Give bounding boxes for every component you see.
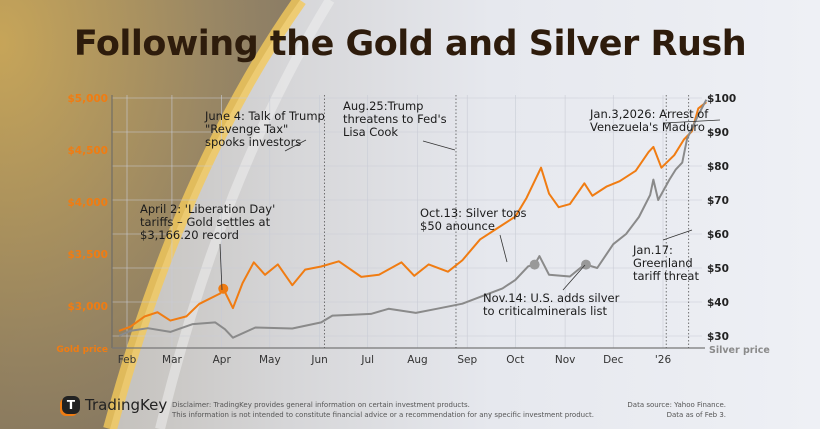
x-tick-label: Jun [310, 354, 327, 366]
left-axis-label: Gold price [56, 345, 108, 355]
disclaimer-line-2: This information is not intended to cons… [172, 411, 594, 419]
annotation-arrow [422, 140, 456, 151]
x-tick-label: Nov [555, 354, 576, 366]
tradingkey-logo: T TradingKey [62, 396, 167, 414]
x-tick-label: Feb [118, 354, 137, 366]
annotation: Jan.17: Greenland tariff threat [633, 243, 699, 283]
right-tick-label: $50 [707, 263, 729, 275]
event-marker [529, 259, 540, 270]
annotation-arrow [562, 264, 586, 291]
x-tick-label: Oct [506, 354, 524, 366]
brand-name: TradingKey [85, 396, 168, 414]
annotation: Jan.3,2026: Arrest of Venezuela's Maduro [590, 107, 709, 134]
left-tick-label: $3,500 [67, 249, 108, 261]
right-tick-label: $100 [707, 93, 736, 105]
annotation: Aug.25:Trump threatens to Fed's Lisa Coo… [343, 99, 447, 139]
annotation-arrow [499, 234, 508, 263]
annotation: Oct.13: Silver tops $50 anounce [420, 206, 527, 233]
annotation-arrow [662, 229, 693, 241]
left-tick-label: $5,000 [67, 93, 108, 105]
x-tick-label: '26 [655, 354, 672, 366]
right-tick-label: $70 [707, 195, 729, 207]
left-tick-label: $4,500 [67, 145, 108, 157]
x-tick-label: Jul [360, 354, 374, 366]
left-tick-label: $3,000 [67, 301, 108, 313]
annotation: June 4: Talk of Trump "Revenge Tax" spoo… [205, 109, 325, 149]
annotation: April 2: 'Liberation Day' tariffs – Gold… [140, 202, 276, 242]
annotation: Nov.14: U.S. adds silver to criticalmine… [483, 291, 620, 318]
annotation-arrow [284, 139, 307, 152]
annotation-arrow [663, 119, 721, 124]
logo-icon: T [62, 396, 80, 414]
data-source: Data source: Yahoo Finance. [627, 401, 726, 409]
x-tick-label: Dec [603, 354, 624, 366]
right-tick-label: $80 [707, 161, 729, 173]
right-axis-label: Silver price [709, 345, 770, 356]
right-tick-label: $40 [707, 297, 729, 309]
x-tick-label: Mar [162, 354, 182, 366]
disclaimer-line-1: Disclaimer: TradingKey provides general … [172, 401, 470, 409]
silver-price-line [118, 99, 708, 339]
x-tick-label: Aug [407, 354, 428, 366]
event-marker [218, 283, 229, 294]
x-tick-label: May [259, 354, 281, 366]
x-tick-label: Sep [457, 354, 477, 366]
x-tick-label: Apr [213, 354, 232, 366]
data-as-of: Data as of Feb 3. [666, 411, 726, 419]
right-tick-label: $90 [707, 127, 729, 139]
left-tick-label: $4,000 [67, 197, 108, 209]
right-tick-label: $30 [707, 331, 729, 343]
chart-title: Following the Gold and Silver Rush [73, 24, 747, 64]
right-tick-label: $60 [707, 229, 729, 241]
annotation-arrow [219, 243, 223, 291]
